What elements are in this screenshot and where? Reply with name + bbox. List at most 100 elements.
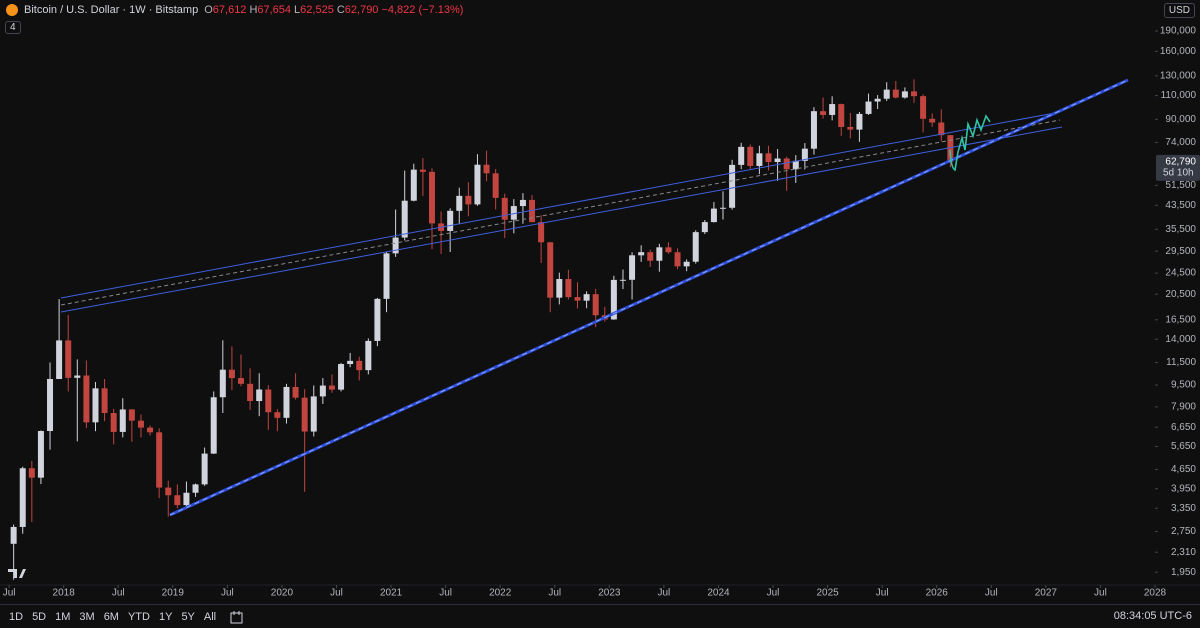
candle-body: [738, 146, 745, 165]
chart: 190,000 160,000 130,000 110,000 90,000 74,000…: [0, 0, 1200, 604]
range-button[interactable]: 3M: [79, 610, 95, 623]
candle-body: [238, 378, 245, 384]
candle-body: [638, 252, 645, 256]
candle-body: [19, 468, 26, 527]
y-tick-label: 110,000: [1161, 90, 1197, 101]
candle-body: [319, 385, 326, 397]
x-tick-label: Jul: [985, 588, 998, 599]
channel-mid: [60, 119, 1061, 306]
x-tick-label: Jul: [439, 588, 452, 599]
x-tick-label: Jul: [112, 588, 125, 599]
x-tick-label: Jul: [876, 588, 889, 599]
candle-body: [301, 397, 308, 432]
channel-lower: [60, 126, 1063, 313]
range-button[interactable]: 1D: [9, 610, 24, 623]
candle-body: [10, 526, 17, 544]
legend-key: H: [249, 4, 258, 16]
background: [0, 0, 1200, 604]
candle-body: [247, 383, 254, 402]
candle-body: [374, 298, 381, 341]
candle-body: [328, 385, 335, 390]
range-button[interactable]: 6M: [103, 610, 119, 623]
candle-body: [419, 169, 426, 172]
candle-body: [401, 200, 408, 238]
y-tick-label: 6,650: [1171, 422, 1196, 433]
candle-body: [538, 222, 545, 243]
y-tick-label: 4,650: [1171, 464, 1196, 475]
channel-upper: [60, 111, 1061, 299]
candle-body: [838, 104, 845, 127]
candle-body: [692, 232, 699, 262]
candle-body: [556, 279, 563, 298]
range-button[interactable]: 1Y: [158, 610, 173, 623]
candle-body: [756, 153, 763, 166]
candle-body: [920, 96, 927, 119]
y-tick-label: 14,000: [1165, 334, 1196, 345]
candle-body: [701, 222, 708, 233]
candle-body: [574, 297, 581, 301]
y-axis: 190,000 160,000 130,000 110,000 90,000 74,000…: [1155, 26, 1200, 578]
last-price-box: [1156, 154, 1200, 181]
drawings: [60, 78, 1129, 517]
y-tick-label: 130,000: [1160, 70, 1197, 81]
indicator-toggle[interactable]: 4: [5, 21, 21, 34]
x-tick-label: 2028: [1144, 588, 1167, 599]
x-tick-label: Jul: [330, 588, 343, 599]
candle-body: [274, 412, 281, 418]
tv-logo: [8, 569, 26, 578]
candle-body: [174, 495, 181, 506]
logo-mark: [8, 569, 26, 578]
candle-body: [683, 261, 690, 267]
bottom-toolbar: 1D 5D 1M 3M 6M YTD 1Y 5Y All 08:34:05 UTC-6: [0, 604, 1200, 628]
x-tick-label: Jul: [767, 588, 780, 599]
candle-body: [183, 492, 190, 506]
candle-body: [92, 388, 99, 423]
candle-body: [283, 386, 290, 418]
date-range-icon[interactable]: [230, 610, 244, 624]
candle-body: [529, 199, 536, 223]
x-tick-label: Jul: [657, 588, 670, 599]
clock: 08:34:05 UTC-6: [1113, 610, 1192, 622]
range-button[interactable]: 5Y: [181, 610, 195, 623]
range-button[interactable]: 5D: [32, 610, 47, 623]
price-axis: [1155, 0, 1200, 604]
y-tick-label: 90,000: [1165, 114, 1196, 125]
candle-body: [56, 340, 63, 380]
ohlc-legend: O67,612 H67,654 L62,525 C62,790 −4,822 (−7.1…: [204, 4, 466, 16]
candle-body: [847, 126, 854, 130]
candle-body: [265, 389, 272, 413]
candle-body: [392, 237, 399, 254]
y-tick-label: 29,500: [1165, 246, 1196, 257]
candle-body: [856, 113, 863, 130]
candle-body: [947, 135, 954, 162]
candle-body: [110, 413, 117, 432]
y-tick-label: 11,500: [1166, 357, 1196, 368]
currency-button[interactable]: USD: [1163, 3, 1195, 18]
y-tick-label: 74,000: [1165, 137, 1196, 148]
candle-body: [892, 89, 899, 98]
range-button[interactable]: All: [203, 610, 217, 623]
y-tick-label: 1,950: [1171, 567, 1196, 578]
x-tick-label: 2019: [162, 588, 185, 599]
candle-body: [656, 247, 663, 261]
last-price-label: 62,790: [1165, 157, 1196, 168]
candle-body: [28, 468, 35, 478]
candle-body: [710, 208, 717, 223]
range-button[interactable]: YTD: [127, 610, 150, 623]
x-tick-label: 2018: [53, 588, 76, 599]
candle-body: [83, 375, 90, 423]
range-button[interactable]: 1M: [55, 610, 71, 623]
x-tick-label: Jul: [1094, 588, 1107, 599]
candle-body: [592, 294, 599, 316]
candle-body: [47, 379, 54, 432]
legend-value: 62,790: [344, 4, 379, 16]
candle-body: [501, 197, 508, 220]
candle-body: [428, 171, 435, 224]
candle-body: [356, 360, 363, 371]
x-tick-label: 2023: [598, 588, 621, 599]
candle-body: [665, 247, 672, 253]
y-tick-label: 24,500: [1165, 268, 1196, 279]
candle-body: [810, 111, 817, 149]
x-tick-label: 2027: [1035, 588, 1058, 599]
candle-body: [720, 207, 727, 209]
